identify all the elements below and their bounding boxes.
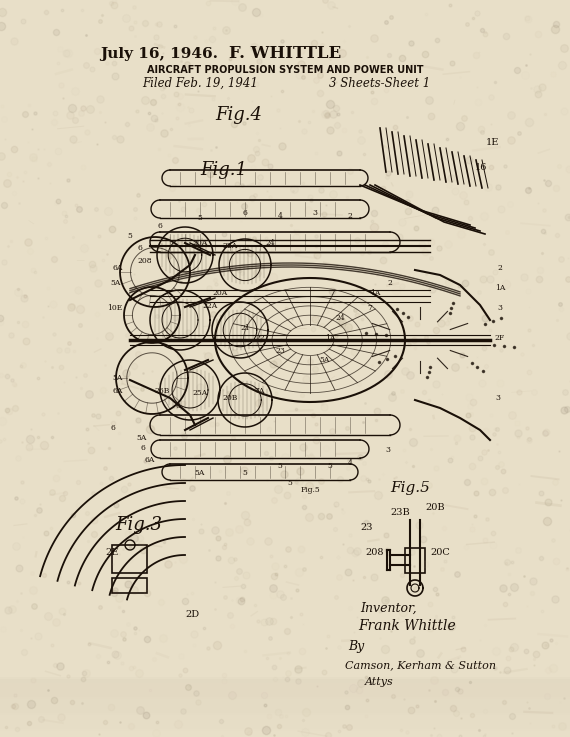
Text: 7: 7 [368,304,372,312]
Text: 10E: 10E [107,304,123,312]
Text: 2E: 2E [105,548,119,557]
Text: By: By [348,640,364,653]
Text: Fig.4: Fig.4 [215,106,262,124]
Text: 6A: 6A [145,456,155,464]
Text: 2: 2 [348,212,352,220]
Text: 25A: 25A [193,389,207,397]
Text: 6A: 6A [113,387,123,395]
Text: Fig.3: Fig.3 [115,516,162,534]
Text: 6: 6 [111,424,116,432]
Text: 20B: 20B [425,503,445,512]
Text: 4: 4 [348,459,352,467]
Text: 5: 5 [328,462,332,470]
Text: Inventor,: Inventor, [360,602,417,615]
Text: 208: 208 [138,257,152,265]
Text: 16: 16 [475,163,487,172]
Text: 6: 6 [157,222,162,230]
Text: 208: 208 [365,548,384,557]
Text: Attys: Attys [365,677,394,687]
Text: 5: 5 [128,232,132,240]
Text: 1E: 1E [486,138,499,147]
Text: 5A: 5A [195,469,205,477]
Text: 5A: 5A [137,434,147,442]
Bar [405,548,425,573]
Text: 1A: 1A [370,289,380,297]
Text: 1A: 1A [325,334,335,342]
Text: 24: 24 [335,314,345,322]
Text: Fig.5: Fig.5 [390,481,430,495]
Text: 3: 3 [498,304,503,312]
Text: 23B: 23B [390,508,410,517]
Text: Frank Whittle: Frank Whittle [358,619,456,633]
Text: 20A: 20A [213,289,227,297]
Text: 3: 3 [385,446,390,454]
Text: 5A: 5A [320,356,330,364]
Text: 5: 5 [287,479,292,487]
Text: 21: 21 [240,324,250,332]
Text: 23: 23 [275,347,285,355]
Text: 6A: 6A [113,264,123,272]
Text: 5: 5 [278,462,283,470]
Text: Fig.1: Fig.1 [200,161,247,179]
Text: 6: 6 [243,209,247,217]
Text: 5: 5 [198,214,202,222]
Bar [112,545,147,573]
Text: Fig.5: Fig.5 [300,486,320,494]
Text: 7A: 7A [255,387,265,395]
Text: 24: 24 [265,239,275,247]
Text: 23: 23 [360,523,373,532]
Text: 22A: 22A [202,302,218,310]
Text: 1A: 1A [495,284,505,292]
Text: 6: 6 [141,444,145,452]
Bar [112,578,147,593]
Text: 22A: 22A [222,242,238,250]
Text: 3: 3 [495,394,500,402]
Text: 22: 22 [255,334,265,342]
Text: 26B: 26B [154,387,170,395]
Text: Camson, Kerham & Sutton: Camson, Kerham & Sutton [345,660,496,670]
Text: Filed Feb. 19, 1941: Filed Feb. 19, 1941 [142,77,258,90]
Text: 2: 2 [388,279,392,287]
Text: AIRCRAFT PROPULSION SYSTEM AND POWER UNIT: AIRCRAFT PROPULSION SYSTEM AND POWER UNI… [146,65,424,75]
Text: 6: 6 [176,402,181,410]
Text: 3: 3 [312,209,317,217]
Text: 3 Sheets-Sheet 1: 3 Sheets-Sheet 1 [329,77,430,90]
Text: F. WHITTLE: F. WHITTLE [229,45,341,62]
Text: 5A: 5A [113,374,123,382]
Text: 20C: 20C [430,548,450,557]
Text: 6: 6 [137,244,142,252]
Text: 4: 4 [278,212,283,220]
Text: July 16, 1946.: July 16, 1946. [100,47,218,61]
Text: 2D: 2D [185,610,199,619]
Text: 2: 2 [498,264,502,272]
Text: 5: 5 [243,469,247,477]
Text: 20A: 20A [193,239,207,247]
Text: 5A: 5A [111,279,121,287]
Text: 2F: 2F [495,334,505,342]
Text: 20B: 20B [222,394,238,402]
